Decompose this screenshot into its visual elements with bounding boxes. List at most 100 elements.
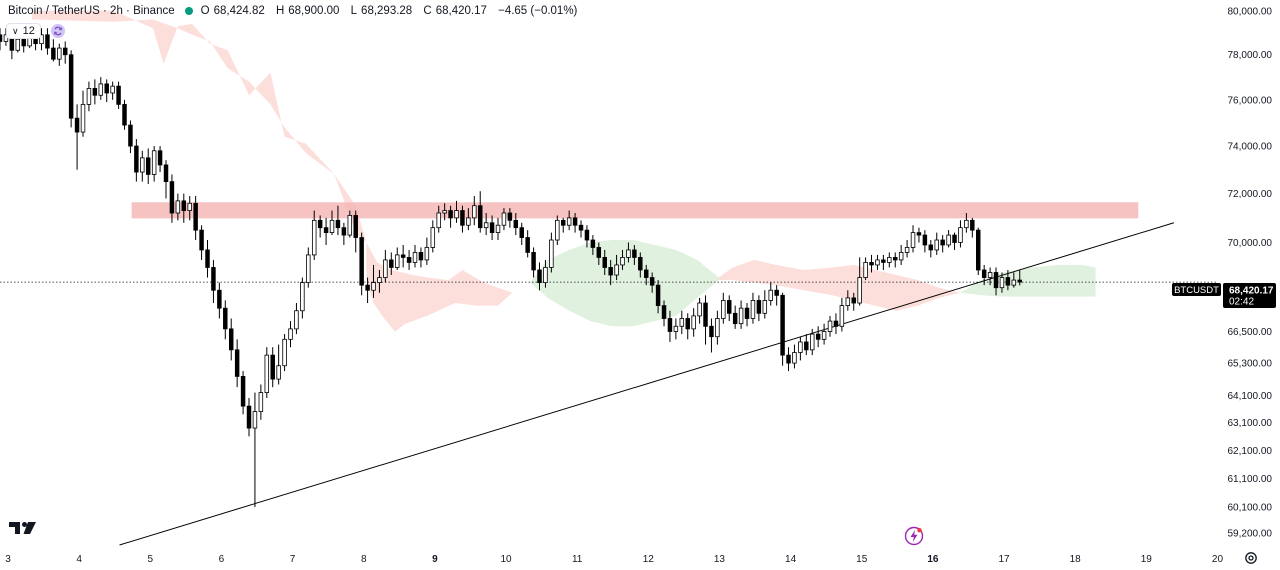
candle	[608, 259, 613, 286]
candle	[436, 205, 441, 233]
candle	[804, 334, 809, 356]
candle	[45, 28, 50, 55]
candle-body-up	[276, 365, 281, 380]
candle	[809, 328, 815, 356]
candle-body-up	[377, 277, 382, 284]
candle-body-down	[537, 269, 542, 284]
candle-body-down	[134, 145, 139, 173]
candle	[311, 210, 317, 260]
candlestick-series	[0, 26, 1022, 508]
candle-body-down	[317, 219, 323, 229]
time-tick-label: 4	[76, 554, 82, 565]
candle	[738, 300, 744, 329]
candle-body-down	[786, 354, 791, 364]
price-tick-label: 70,000.00	[1228, 238, 1273, 249]
candle-body-down	[661, 305, 667, 319]
candle-body-up	[863, 262, 868, 278]
candle-body-up	[827, 320, 833, 332]
candle	[964, 213, 969, 233]
candle-body-up	[821, 331, 827, 340]
candle-body-down	[92, 88, 98, 96]
candle-body-up	[371, 282, 376, 291]
candle-body-down	[590, 239, 596, 248]
candle-body-up	[39, 34, 44, 45]
candle	[175, 193, 181, 221]
candle-body-up	[566, 217, 572, 226]
candle-body-up	[697, 302, 702, 317]
candle-body-up	[845, 297, 851, 306]
candle	[614, 254, 619, 281]
candle	[181, 193, 187, 223]
indicators-toggle-button[interactable]: ∨ 12	[6, 23, 41, 39]
cloud-bear-segment-1	[366, 242, 513, 332]
candle-body-down	[406, 257, 412, 263]
candle-body-up	[151, 150, 157, 175]
candle-body-up	[140, 157, 145, 173]
candle	[353, 210, 358, 253]
price-axis[interactable]: 80,000.00 78,000.00 76,000.00 74,000.00 72,0…	[1228, 6, 1273, 539]
candle-body-up	[934, 239, 939, 251]
candle-body-down	[780, 294, 785, 356]
candle	[329, 210, 335, 236]
candle-body-down	[365, 284, 370, 291]
resistance-zone-rect[interactable]	[131, 202, 1139, 219]
candle-body-down	[193, 202, 198, 231]
candle-body-up	[329, 219, 335, 234]
tradingview-logo-icon[interactable]	[9, 520, 37, 541]
flash-icon[interactable]	[904, 526, 924, 551]
candle	[839, 297, 845, 332]
settings-icon[interactable]	[1244, 551, 1258, 570]
candle-body-up	[187, 202, 192, 211]
candle-body-down	[234, 349, 240, 377]
candle	[347, 210, 353, 238]
candle-body-up	[472, 205, 477, 219]
candle-body-down	[869, 262, 874, 266]
candle	[163, 160, 169, 199]
candle-body-down	[1017, 279, 1022, 283]
candle	[323, 217, 329, 245]
candle-body-down	[400, 254, 406, 258]
candle	[258, 384, 264, 420]
candle	[128, 120, 133, 154]
candle	[940, 235, 945, 253]
candle	[389, 252, 394, 276]
candle-body-up	[436, 212, 441, 229]
price-tick-label: 74,000.00	[1228, 142, 1273, 153]
candle	[904, 240, 910, 258]
candle	[211, 259, 216, 304]
chart-legend: Bitcoin / TetherUS · 2h · Binance O 68,42…	[8, 3, 581, 19]
price-tick-label: 62,100.00	[1228, 446, 1273, 457]
candle	[169, 174, 175, 223]
candle	[223, 300, 228, 340]
candle	[234, 339, 240, 388]
candle	[881, 254, 886, 270]
candle-body-down	[223, 307, 228, 330]
candle	[768, 282, 773, 306]
candle-body-down	[74, 117, 80, 133]
candle-body-down	[928, 244, 934, 251]
candle-body-down	[804, 341, 809, 351]
candle-body-up	[300, 282, 305, 312]
candle-body-up	[555, 219, 560, 241]
candle-body-up	[715, 318, 720, 338]
candle-body-up	[454, 210, 459, 219]
price-tick-label: 64,100.00	[1228, 391, 1273, 402]
change-value: −4.65 (−0.01%)	[498, 5, 578, 17]
candle-body-up	[98, 83, 104, 96]
candle	[483, 213, 489, 236]
candle	[673, 318, 679, 340]
candle-body-down	[145, 157, 151, 175]
candle-body-down	[460, 210, 465, 226]
sync-icon[interactable]	[50, 24, 65, 38]
candle	[584, 225, 590, 248]
time-axis[interactable]: 3 4 5 6 7 8 9 10 11 12 13 14 15 16 17 18 19 20	[5, 554, 1223, 565]
candle	[205, 240, 210, 278]
candle	[685, 313, 690, 340]
candle-body-up	[412, 252, 418, 263]
candle	[649, 272, 655, 293]
candle	[643, 264, 649, 286]
candle	[780, 292, 785, 366]
candle-body-down	[359, 237, 364, 286]
symbol-title[interactable]: Bitcoin / TetherUS · 2h · Binance	[8, 5, 175, 17]
